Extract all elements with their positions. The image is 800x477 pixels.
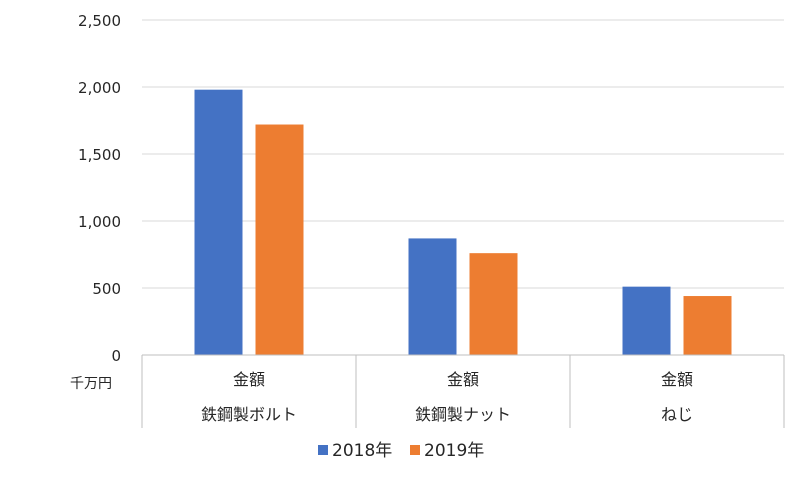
bar-2-1 [255,124,304,356]
y-tick-label: 2,000 [78,79,121,97]
bar-1-3 [622,286,671,355]
bar-2-3 [683,296,732,355]
category-name-label: 鉄鋼製ボルト [201,405,297,424]
y-tick-label: 1,500 [78,146,121,164]
legend-swatch [410,445,420,455]
bar-1-1 [194,89,243,356]
legend-label: 2019年 [424,441,484,461]
y-tick-label: 500 [92,280,121,298]
category-measure-label: 金額 [661,370,693,389]
unit-label: 千万円 [70,376,112,392]
y-tick-label: 0 [111,347,121,365]
category-measure-label: 金額 [447,370,479,389]
y-axis-tick-labels: 0 500 1,000 1,500 2,000 2,500 [78,12,121,365]
category-measure-label: 金額 [233,370,265,389]
y-tick-label: 1,000 [78,213,121,231]
legend-label: 2018年 [332,441,392,461]
bars [194,89,732,356]
legend-swatch [318,445,328,455]
legend: 2018年 2019年 [318,441,484,461]
bar-1-2 [408,238,457,355]
category-name-label: ねじ [661,405,693,424]
y-tick-label: 2,500 [78,12,121,30]
bar-2-2 [469,253,518,355]
category-name-label: 鉄鋼製ナット [415,405,511,424]
